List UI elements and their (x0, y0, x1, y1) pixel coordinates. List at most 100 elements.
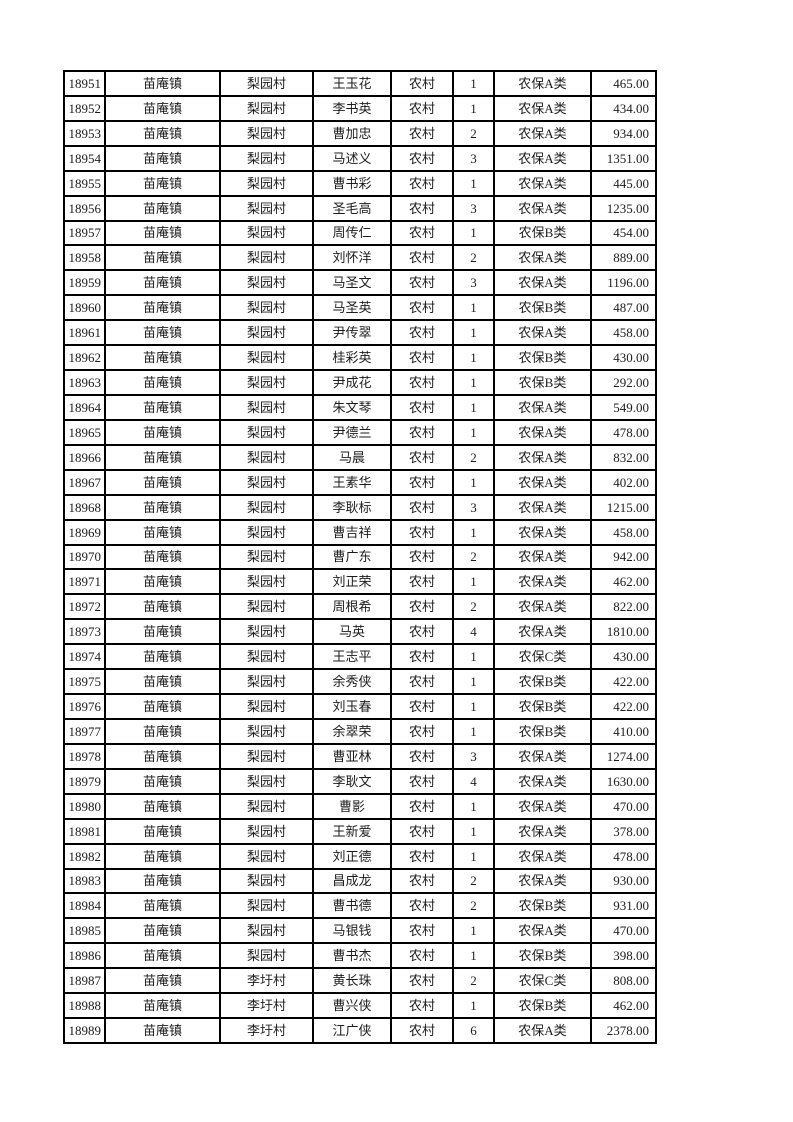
cell-insurance-category: 农保A类 (493, 1017, 592, 1044)
cell-id: 18960 (63, 294, 106, 322)
cell-amount: 422.00 (590, 668, 657, 696)
cell-town: 苗庵镇 (104, 443, 221, 471)
cell-person-count: 2 (452, 892, 495, 920)
cell-id: 18968 (63, 493, 106, 521)
cell-id: 18956 (63, 194, 106, 222)
cell-person-count: 2 (452, 867, 495, 895)
cell-person-name: 周根希 (312, 593, 392, 621)
cell-person-name: 刘怀洋 (312, 244, 392, 272)
cell-person-count: 1 (452, 294, 495, 322)
cell-town: 苗庵镇 (104, 144, 221, 172)
table-row: 18966 苗庵镇 梨园村 马晨 农村 2 农保A类 832.00 (63, 443, 657, 471)
cell-residence-type: 农村 (390, 119, 454, 147)
table-row: 18967 苗庵镇 梨园村 王素华 农村 1 农保A类 402.00 (63, 468, 657, 496)
cell-amount: 434.00 (590, 94, 657, 122)
cell-residence-type: 农村 (390, 618, 454, 646)
cell-village: 梨园村 (219, 493, 314, 521)
cell-person-count: 1 (452, 693, 495, 720)
cell-insurance-category: 农保A类 (493, 543, 592, 571)
cell-village: 梨园村 (219, 518, 314, 546)
cell-person-count: 4 (452, 767, 495, 795)
cell-amount: 1235.00 (590, 194, 657, 222)
cell-amount: 430.00 (590, 643, 657, 671)
table-row: 18953 苗庵镇 梨园村 曹加忠 农村 2 农保A类 934.00 (63, 119, 657, 147)
cell-insurance-category: 农保A类 (493, 269, 592, 297)
cell-insurance-category: 农保A类 (493, 867, 592, 895)
cell-town: 苗庵镇 (104, 668, 221, 696)
cell-insurance-category: 农保A类 (493, 319, 592, 347)
cell-amount: 808.00 (590, 967, 657, 995)
cell-village: 梨园村 (219, 244, 314, 272)
cell-insurance-category: 农保A类 (493, 817, 592, 845)
cell-amount: 1196.00 (590, 269, 657, 297)
table-row: 18974 苗庵镇 梨园村 王志平 农村 1 农保C类 430.00 (63, 643, 657, 671)
cell-village: 梨园村 (219, 393, 314, 421)
cell-town: 苗庵镇 (104, 892, 221, 920)
cell-person-name: 曹书杰 (312, 942, 392, 970)
cell-id: 18963 (63, 369, 106, 396)
cell-amount: 487.00 (590, 294, 657, 322)
cell-amount: 292.00 (590, 369, 657, 396)
cell-town: 苗庵镇 (104, 294, 221, 322)
cell-insurance-category: 农保A类 (493, 593, 592, 621)
cell-insurance-category: 农保A类 (493, 119, 592, 147)
cell-village: 梨园村 (219, 842, 314, 870)
cell-id: 18981 (63, 817, 106, 845)
cell-town: 苗庵镇 (104, 194, 221, 222)
cell-town: 苗庵镇 (104, 717, 221, 745)
cell-residence-type: 农村 (390, 493, 454, 521)
cell-person-count: 3 (452, 493, 495, 521)
cell-insurance-category: 农保B类 (493, 369, 592, 396)
cell-person-count: 1 (452, 643, 495, 671)
cell-person-name: 江广侠 (312, 1017, 392, 1044)
cell-insurance-category: 农保A类 (493, 568, 592, 596)
cell-insurance-category: 农保C类 (493, 967, 592, 995)
cell-residence-type: 农村 (390, 593, 454, 621)
cell-amount: 430.00 (590, 344, 657, 372)
cell-person-count: 1 (452, 393, 495, 421)
cell-person-name: 曹影 (312, 792, 392, 820)
cell-insurance-category: 农保A类 (493, 493, 592, 521)
table-row: 18969 苗庵镇 梨园村 曹吉祥 农村 1 农保A类 458.00 (63, 518, 657, 546)
table-row: 18964 苗庵镇 梨园村 朱文琴 农村 1 农保A类 549.00 (63, 393, 657, 421)
cell-residence-type: 农村 (390, 244, 454, 272)
cell-town: 苗庵镇 (104, 244, 221, 272)
cell-insurance-category: 农保A类 (493, 244, 592, 272)
cell-residence-type: 农村 (390, 942, 454, 970)
cell-village: 梨园村 (219, 369, 314, 396)
cell-id: 18985 (63, 917, 106, 945)
cell-village: 梨园村 (219, 792, 314, 820)
cell-id: 18964 (63, 393, 106, 421)
cell-id: 18962 (63, 344, 106, 372)
cell-person-name: 马述义 (312, 144, 392, 172)
cell-village: 梨园村 (219, 618, 314, 646)
cell-insurance-category: 农保A类 (493, 94, 592, 122)
table-row: 18973 苗庵镇 梨园村 马英 农村 4 农保A类 1810.00 (63, 618, 657, 646)
cell-person-name: 曹书德 (312, 892, 392, 920)
cell-id: 18974 (63, 643, 106, 671)
cell-person-name: 曹亚林 (312, 742, 392, 770)
cell-amount: 1215.00 (590, 493, 657, 521)
cell-id: 18973 (63, 618, 106, 646)
cell-person-name: 曹书彩 (312, 169, 392, 197)
table-row: 18988 苗庵镇 李圩村 曹兴侠 农村 1 农保B类 462.00 (63, 992, 657, 1020)
cell-person-count: 4 (452, 618, 495, 646)
cell-person-count: 1 (452, 668, 495, 696)
cell-amount: 470.00 (590, 917, 657, 945)
cell-town: 苗庵镇 (104, 543, 221, 571)
cell-person-count: 1 (452, 842, 495, 870)
cell-id: 18970 (63, 543, 106, 571)
cell-person-name: 马晨 (312, 443, 392, 471)
cell-person-count: 2 (452, 593, 495, 621)
cell-insurance-category: 农保A类 (493, 468, 592, 496)
cell-town: 苗庵镇 (104, 369, 221, 396)
cell-person-name: 刘正荣 (312, 568, 392, 596)
cell-person-name: 尹德兰 (312, 418, 392, 446)
cell-person-name: 余秀侠 (312, 668, 392, 696)
cell-amount: 931.00 (590, 892, 657, 920)
cell-amount: 454.00 (590, 219, 657, 247)
cell-person-name: 曹兴侠 (312, 992, 392, 1020)
cell-id: 18976 (63, 693, 106, 720)
cell-person-name: 曹吉祥 (312, 518, 392, 546)
cell-insurance-category: 农保A类 (493, 792, 592, 820)
